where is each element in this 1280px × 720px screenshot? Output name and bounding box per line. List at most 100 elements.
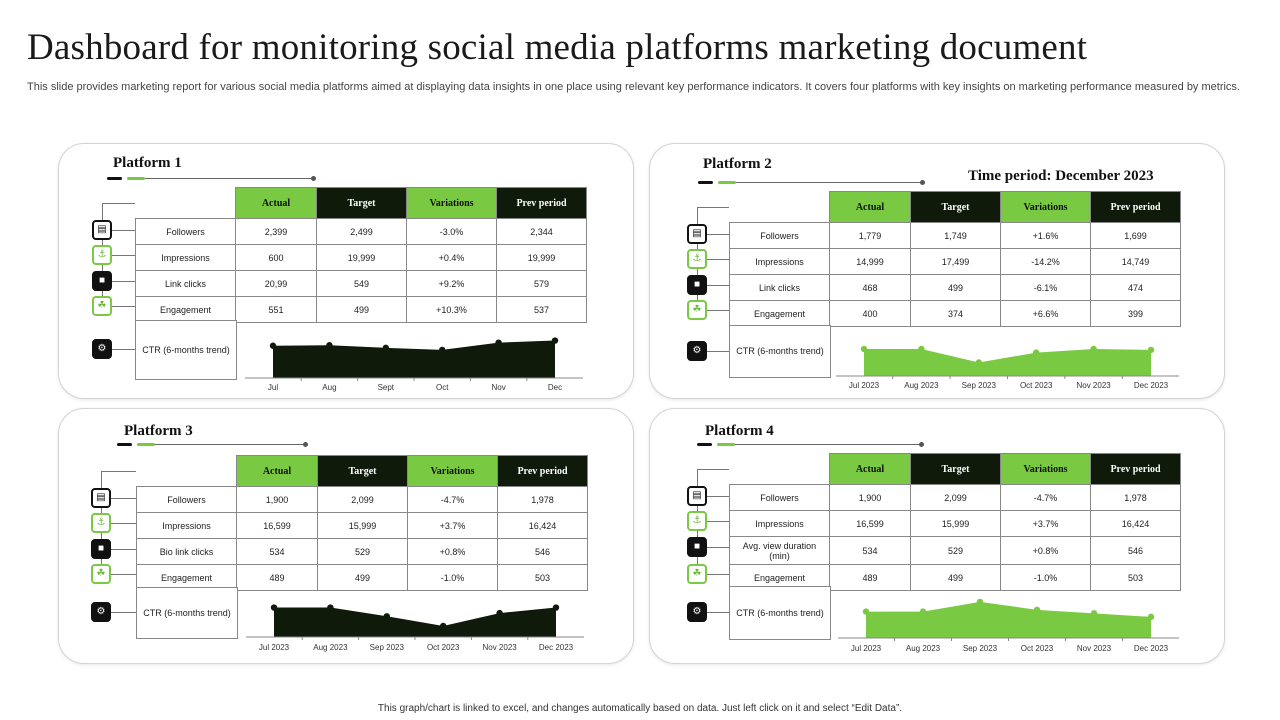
trend-month-label: Aug 2023 <box>313 643 348 652</box>
metric-value: 537 <box>496 296 587 323</box>
table-row: Followers 1,779 1,749 +1.6% 1,699 <box>729 222 1181 249</box>
title-divider <box>155 442 308 447</box>
icon-row-connector <box>697 612 729 613</box>
metric-value: 19,999 <box>316 244 407 271</box>
icon-row-connector <box>101 548 136 550</box>
trend-month-label: Dec <box>548 383 562 392</box>
table-row: Link clicks 20,99 549 +9.2% 579 <box>135 270 587 297</box>
icon-row-connector <box>101 612 136 613</box>
metric-value: -4.7% <box>407 486 498 513</box>
table-header-blank <box>730 192 830 223</box>
trend-month-label: Jul <box>268 383 278 392</box>
page-subtitle: This slide provides marketing report for… <box>27 81 1240 93</box>
table-row: Followers 1,900 2,099 -4.7% 1,978 <box>729 484 1181 511</box>
title-accent-bar <box>717 443 735 446</box>
divider-dot <box>919 442 924 447</box>
metric-value: 489 <box>829 564 911 591</box>
column-header: Target <box>317 455 408 487</box>
icon-track-connector <box>697 469 729 470</box>
time-period-label: Time period: December 2023 <box>968 168 1154 184</box>
table-row: Followers 1,900 2,099 -4.7% 1,978 <box>136 486 588 513</box>
icon-row-connector <box>697 521 729 522</box>
followers-icon: ▤ <box>687 485 707 506</box>
trend-month-label: Aug 2023 <box>904 381 939 390</box>
ctr-trend-label: CTR (6-months trend) <box>729 586 831 640</box>
metric-value: 534 <box>829 536 911 565</box>
metric-value: 1,900 <box>829 484 911 511</box>
ctr-trend-chart: Jul 2023 Aug 2023 Sep 2023 Oct 2023 Nov 2023… <box>838 598 1179 653</box>
metric-value: 16,599 <box>829 510 911 537</box>
icon-row-connector <box>697 574 729 575</box>
ctr-icon: ⚙ <box>92 339 112 359</box>
ctr-trend-chart: Jul Aug Sept Oct Nov Dec <box>245 337 583 392</box>
icon-row-connector <box>697 259 729 260</box>
metric-value: 1,779 <box>829 222 911 249</box>
metric-value: -3.0% <box>406 218 497 245</box>
metric-label: Impressions <box>729 510 830 537</box>
metric-value: 399 <box>1090 300 1181 327</box>
icon-row-connector <box>101 523 136 524</box>
table-header-blank <box>730 454 830 485</box>
table-row: Impressions 16,599 15,999 +3.7% 16,424 <box>136 512 588 539</box>
metric-label: Followers <box>729 484 830 511</box>
table-header-row: Actual Target Variations Prev period <box>730 453 1181 485</box>
kpi-table: Actual Target Variations Prev period Followe… <box>136 455 588 591</box>
trend-month-label: Dec 2023 <box>1134 644 1169 653</box>
metric-value: 551 <box>235 296 317 323</box>
metric-value: +3.7% <box>1000 510 1091 537</box>
column-header: Prev period <box>1090 191 1181 223</box>
metric-value: 16,424 <box>1090 510 1181 537</box>
title-accent-bar <box>107 177 122 180</box>
trend-point <box>1090 610 1098 617</box>
metric-value: 546 <box>497 538 588 565</box>
metric-label: Link clicks <box>135 270 236 297</box>
column-header: Target <box>910 191 1001 223</box>
ctr-trend-label: CTR (6-months trend) <box>135 320 237 380</box>
metric-value: 529 <box>317 538 408 565</box>
metric-value: 15,999 <box>910 510 1001 537</box>
icon-row-connector <box>102 280 135 282</box>
metric-value: 499 <box>910 274 1001 301</box>
kpi-table: Actual Target Variations Prev period Followe… <box>729 453 1181 591</box>
column-header: Variations <box>1000 453 1091 485</box>
kpi-table: Actual Target Variations Prev period Followe… <box>135 187 587 323</box>
metric-value: 17,499 <box>910 248 1001 275</box>
link-clicks-icon: ■ <box>92 270 112 291</box>
trend-month-label: Oct 2023 <box>1021 644 1054 653</box>
trend-point <box>326 342 333 349</box>
trend-month-label: Sept <box>378 383 395 392</box>
title-accent-bar <box>137 443 155 446</box>
trend-point <box>439 346 446 354</box>
metric-value: 2,099 <box>910 484 1001 511</box>
trend-point <box>1033 606 1041 614</box>
column-header: Target <box>316 187 407 219</box>
metric-value: 579 <box>496 270 587 297</box>
title-divider <box>736 180 925 185</box>
column-header: Prev period <box>1090 453 1181 485</box>
metric-value: +9.2% <box>406 270 497 297</box>
trend-month-label: Aug <box>322 383 336 392</box>
icon-track-connector <box>102 203 135 204</box>
metric-label: Followers <box>135 218 236 245</box>
table-row: Impressions 14,999 17,499 -14.2% 14,749 <box>729 248 1181 275</box>
column-header: Target <box>910 453 1001 485</box>
metric-value: -4.7% <box>1000 484 1091 511</box>
metric-label: Engagement <box>729 300 830 327</box>
metric-value: 1,900 <box>236 486 318 513</box>
page-title: Dashboard for monitoring social media pl… <box>27 27 1088 68</box>
metric-value: 20,99 <box>235 270 317 297</box>
engagement-icon: ☘ <box>687 300 707 320</box>
trend-month-label: Nov 2023 <box>1076 381 1111 390</box>
ctr-trend-label: CTR (6-months trend) <box>136 587 238 639</box>
metric-value: 374 <box>910 300 1001 327</box>
metric-value: -14.2% <box>1000 248 1091 275</box>
icon-row-connector <box>102 255 135 256</box>
icon-row-connector <box>102 306 135 307</box>
trend-month-label: Sep 2023 <box>963 644 998 653</box>
icon-track-connector <box>697 207 729 208</box>
trend-point <box>976 598 984 606</box>
icon-row-connector <box>697 310 729 311</box>
table-header-row: Actual Target Variations Prev period <box>730 191 1181 223</box>
trend-point <box>382 344 389 352</box>
trend-month-label: Jul 2023 <box>259 643 290 652</box>
